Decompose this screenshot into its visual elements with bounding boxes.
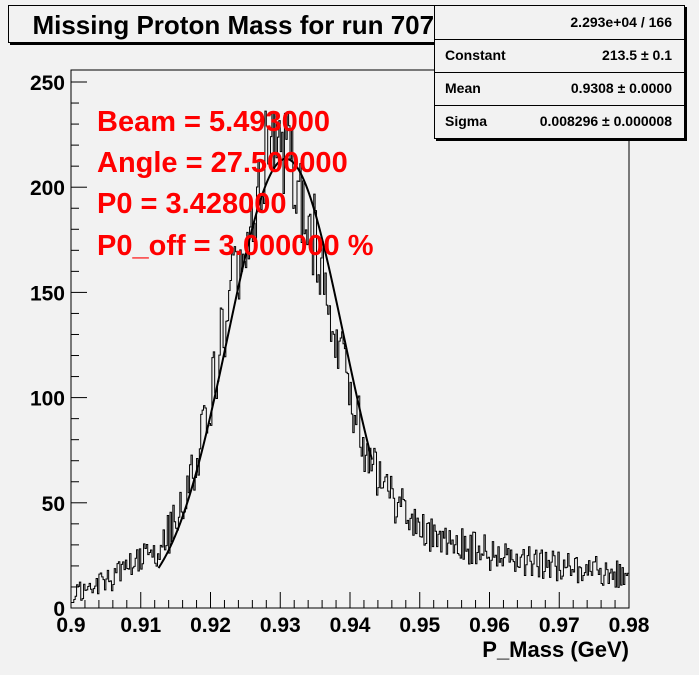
x-tick-label: 0.93 — [260, 614, 301, 637]
stats-label: Mean — [445, 80, 481, 96]
y-tick-label: 100 — [30, 388, 65, 411]
histogram-step-line — [71, 110, 629, 604]
stats-value: 0.008296 ± 0.000008 — [539, 113, 672, 129]
y-tick-label: 200 — [30, 177, 65, 200]
y-tick-label: 150 — [30, 282, 65, 305]
histogram-series — [71, 110, 629, 604]
stats-divider — [435, 105, 684, 106]
x-tick-label: 0.91 — [120, 614, 161, 637]
chart-title: Missing Proton Mass for run 7078 — [32, 10, 449, 40]
y-tick-label: 50 — [42, 493, 65, 516]
stats-value: 0.9308 ± 0.0000 — [570, 80, 672, 96]
stats-label: Sigma — [445, 113, 488, 129]
x-tick-label: 0.92 — [190, 614, 231, 637]
x-tick-label: 0.98 — [609, 614, 650, 637]
stats-divider — [435, 72, 684, 73]
chart-title-box: Missing Proton Mass for run 7078 — [8, 5, 473, 43]
x-tick-label: 0.94 — [330, 614, 371, 637]
x-axis-title: P_Mass (GeV) — [482, 637, 629, 662]
stats-entries-row: 2.293e+04 / 166 — [435, 6, 684, 39]
stats-box: 2.293e+04 / 166 Constant 213.5 ± 0.1 Mea… — [434, 5, 685, 139]
stats-row-mean: Mean 0.9308 ± 0.0000 — [435, 72, 684, 105]
gaussian-fit-series — [157, 157, 373, 569]
y-tick-label: 0 — [53, 598, 65, 621]
stats-row-constant: Constant 213.5 ± 0.1 — [435, 39, 684, 72]
stats-entries: 2.293e+04 / 166 — [570, 14, 672, 30]
stats-label: Constant — [445, 47, 506, 63]
x-tick-label: 0.9 — [56, 614, 85, 637]
annotation-angle: Angle = 27.500000 — [97, 147, 348, 179]
gaussian-fit-curve — [157, 157, 373, 569]
x-tick-label: 0.95 — [399, 614, 440, 637]
plot-frame — [70, 69, 630, 609]
x-tick-label: 0.97 — [539, 614, 580, 637]
annotation-p0: P0 = 3.428000 — [97, 188, 287, 220]
axes: 0.9 0.91 0.92 0.93 0.94 0.95 0.96 0.97 0.98 0 50 10… — [30, 72, 650, 637]
y-tick-label: 250 — [30, 72, 65, 95]
stats-row-sigma: Sigma 0.008296 ± 0.000008 — [435, 105, 684, 138]
annotation-p0-offset: P0_off = 3.000000 % — [97, 230, 374, 262]
stats-value: 213.5 ± 0.1 — [602, 47, 672, 63]
stats-divider — [435, 39, 684, 40]
x-tick-label: 0.96 — [469, 614, 510, 637]
annotation-beam: Beam = 5.493000 — [97, 106, 330, 138]
